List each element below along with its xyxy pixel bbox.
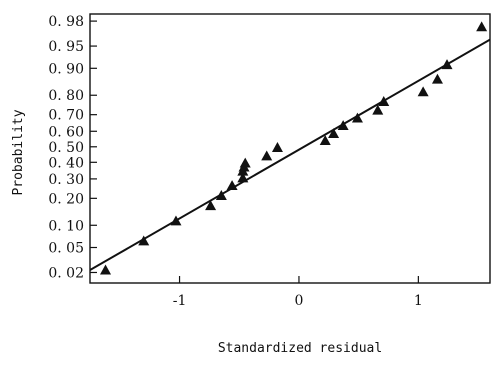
data-point-4: [215, 190, 227, 200]
x-tick-label-2: 1: [414, 293, 423, 309]
fit-line: [90, 38, 490, 271]
data-point-1: [138, 235, 150, 246]
data-point-9: [239, 157, 251, 168]
y-tick-label-3: 0. 30: [48, 172, 84, 188]
x-axis-ticks: -1 0 1: [173, 276, 423, 309]
data-point-2: [170, 215, 182, 226]
y-tick-label-10: 0. 95: [48, 39, 84, 55]
y-tick-label-2: 0. 10: [48, 218, 84, 234]
plot-frame: [89, 13, 491, 284]
y-tick-label-7: 0. 70: [48, 108, 84, 124]
y-tick-label-0: 0. 02: [48, 265, 84, 281]
data-point-20: [441, 59, 453, 70]
x-axis-title: Standardized residual: [218, 341, 382, 356]
data-point-12: [319, 135, 331, 146]
y-tick-label-6: 0. 60: [48, 124, 84, 140]
data-point-18: [417, 86, 429, 97]
data-point-21: [476, 21, 488, 32]
data-point-17: [378, 96, 390, 106]
data-point-14: [337, 120, 349, 131]
data-point-5: [226, 180, 238, 191]
data-point-10: [261, 150, 273, 161]
y-tick-label-1: 0. 05: [48, 241, 84, 257]
y-tick-label-11: 0. 98: [48, 14, 84, 30]
x-tick-label-0: -1: [173, 293, 187, 309]
y-tick-label-9: 0. 90: [48, 61, 84, 77]
y-tick-label-4: 0. 40: [48, 155, 84, 171]
y-axis-title: Probability: [11, 109, 26, 195]
y-tick-label-5: 0. 50: [48, 140, 84, 156]
x-tick-label-1: 0: [294, 293, 303, 309]
data-point-13: [328, 128, 340, 139]
y-axis-ticks: 0. 02 0. 05 0. 10 0. 300. 400. 500. 600. 70…: [48, 14, 97, 281]
y-minor-tick-label-0: 0. 20: [48, 191, 84, 207]
data-point-16: [372, 104, 384, 115]
y-tick-label-8: 0. 80: [48, 88, 84, 104]
data-point-15: [351, 112, 363, 123]
plot-area: [90, 21, 490, 275]
data-point-11: [271, 142, 283, 152]
data-point-19: [431, 73, 443, 84]
data-point-6: [237, 172, 249, 183]
data-point-0: [100, 264, 112, 275]
data-point-3: [205, 200, 217, 211]
